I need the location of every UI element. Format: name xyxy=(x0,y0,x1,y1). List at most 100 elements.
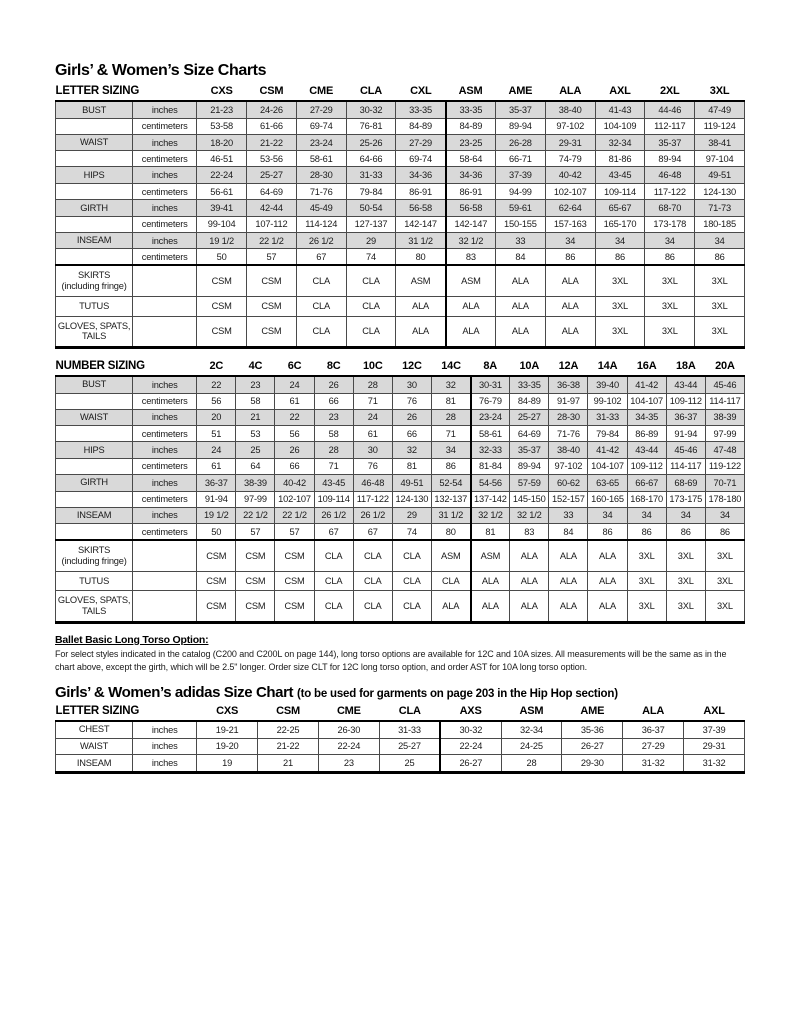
table-cell: 86 xyxy=(694,248,745,266)
table-cell: 3XL xyxy=(665,539,706,572)
table-cell: 109-112 xyxy=(665,392,706,410)
table-cell: 20 xyxy=(196,408,237,427)
table-cell: 3XL xyxy=(704,570,746,592)
table-cell: ASM xyxy=(430,539,472,572)
table-cell: 23-25 xyxy=(444,133,496,152)
table-cell: 34 xyxy=(587,506,628,525)
table-cell: 35-37 xyxy=(509,441,550,459)
table-cell: 84-89 xyxy=(509,392,550,410)
column-header: AXS xyxy=(459,704,482,717)
page-content: Girls’ & Women’s Size Charts LETTER SIZI… xyxy=(54,62,746,784)
letter-sizing-table: LETTER SIZING CXS CSM CME CLA CXL ASM AME ALA AXL… xyxy=(54,84,745,349)
table-cell: 34 xyxy=(704,506,746,525)
table-cell: 3XL xyxy=(704,539,746,572)
table-row: centimeters 61 64 66 71 76 81 86 81-84 89-94 97-10… xyxy=(54,457,746,475)
table-cell: 34 xyxy=(694,231,745,250)
table-cell: CLA xyxy=(430,570,472,592)
table-cell: 56 xyxy=(274,425,315,443)
table-cell: 119-122 xyxy=(704,457,746,475)
table-cell: 109-114 xyxy=(594,183,646,201)
table-row: centimeters 46-51 53-56 58-61 64-66 69-74 58-6… xyxy=(54,150,745,168)
table-cell: 74-79 xyxy=(544,150,596,168)
table-cell: 74 xyxy=(391,523,432,541)
table-cell: ALA xyxy=(395,315,447,349)
table-cell: 28 xyxy=(352,374,393,394)
table-cell: 34-36 xyxy=(395,166,447,185)
table-cell: 97-99 xyxy=(235,490,276,508)
row-unit: inches xyxy=(132,719,198,739)
table-cell: 49-51 xyxy=(694,166,745,185)
table-cell: 21 xyxy=(257,754,319,774)
row-unit xyxy=(132,570,198,592)
table-cell: 30 xyxy=(352,441,393,459)
table-cell: CSM xyxy=(246,264,297,297)
table-cell: 66-71 xyxy=(495,150,546,168)
table-cell: CSM xyxy=(196,570,237,592)
table-cell: 119-124 xyxy=(694,117,745,135)
table-cell: 32-34 xyxy=(500,719,563,739)
table-cell: 36-38 xyxy=(548,374,589,394)
table-cell: 81 xyxy=(469,523,511,541)
table-cell: 33 xyxy=(548,506,589,525)
table-cell: 21 xyxy=(235,408,276,427)
table-row: BUST inches 21-23 24-26 27-29 30-32 33-35 33-35… xyxy=(54,99,745,119)
table-cell: 3XL xyxy=(626,570,667,592)
table-cell: ALA xyxy=(548,590,589,624)
table-cell: ALA xyxy=(444,315,496,349)
table-cell: 34 xyxy=(665,506,706,525)
table-cell: CSM xyxy=(196,315,248,349)
column-header: 14A xyxy=(597,359,618,372)
row-label xyxy=(54,183,134,201)
table-cell: 32 1/2 xyxy=(509,506,550,525)
row-label: HIPS xyxy=(54,166,134,185)
table-cell: 178-180 xyxy=(704,490,746,508)
size-table: LETTER SIZING CXS CSM CME CLA AXS ASM AME ALA AXL… xyxy=(54,704,745,774)
table-cell: 3XL xyxy=(694,295,745,317)
row-unit: inches xyxy=(132,231,198,250)
table-cell: 42-44 xyxy=(246,199,297,217)
table-cell: 45-46 xyxy=(704,374,746,394)
table-cell: 40-42 xyxy=(274,473,315,492)
column-header: 3XL xyxy=(709,85,730,97)
column-header: AME xyxy=(508,85,533,97)
table-cell: 54-56 xyxy=(469,473,511,492)
row-label xyxy=(54,490,134,508)
row-label xyxy=(54,392,134,410)
table-cell: 29-31 xyxy=(544,133,596,152)
table-cell: 24-25 xyxy=(500,737,563,756)
table-row: INSEAM inches 19 1/2 22 1/2 26 1/2 29 31 1/2 32… xyxy=(54,231,745,250)
column-header: 20A xyxy=(715,359,735,372)
table-cell: 86 xyxy=(594,248,646,266)
table-cell: 31-33 xyxy=(345,166,397,185)
table-cell: CLA xyxy=(313,539,354,572)
table-cell: 84 xyxy=(495,248,546,266)
column-header: 2XL xyxy=(660,85,680,97)
column-header: 6C xyxy=(287,359,302,372)
table-cell: 86 xyxy=(644,248,696,266)
table-cell: 124-130 xyxy=(391,490,432,508)
row-unit: centimeters xyxy=(132,215,198,233)
table-cell: 91-97 xyxy=(548,392,589,410)
table-cell: 19 1/2 xyxy=(196,506,237,525)
table-row: centimeters 99-104 107-112 114-124 127-137 14… xyxy=(54,215,745,233)
adidas-chart-title: Girls’ & Women’s adidas Size Chart (to b… xyxy=(55,684,745,701)
table-cell: 34 xyxy=(430,441,472,459)
column-header: 10C xyxy=(362,359,383,372)
table-cell: 3XL xyxy=(594,264,646,297)
column-header: 8C xyxy=(326,359,341,372)
column-header: 8A xyxy=(483,359,497,372)
table-cell: ALA xyxy=(495,295,546,317)
table-cell: 30-32 xyxy=(439,719,502,739)
table-cell: 84-89 xyxy=(395,117,447,135)
row-label: INSEAM xyxy=(54,754,134,774)
table-cell: ALA xyxy=(544,264,596,297)
column-header: 2C xyxy=(209,359,224,372)
column-header: AXL xyxy=(703,704,725,717)
table-cell: CLA xyxy=(391,590,432,624)
table-cell: 3XL xyxy=(644,315,696,349)
table-cell: 21-23 xyxy=(196,99,248,119)
table-cell: 31 1/2 xyxy=(430,506,472,525)
table-cell: 145-150 xyxy=(509,490,550,508)
table-cell: 3XL xyxy=(694,264,745,297)
table-cell: 29-31 xyxy=(683,737,745,756)
